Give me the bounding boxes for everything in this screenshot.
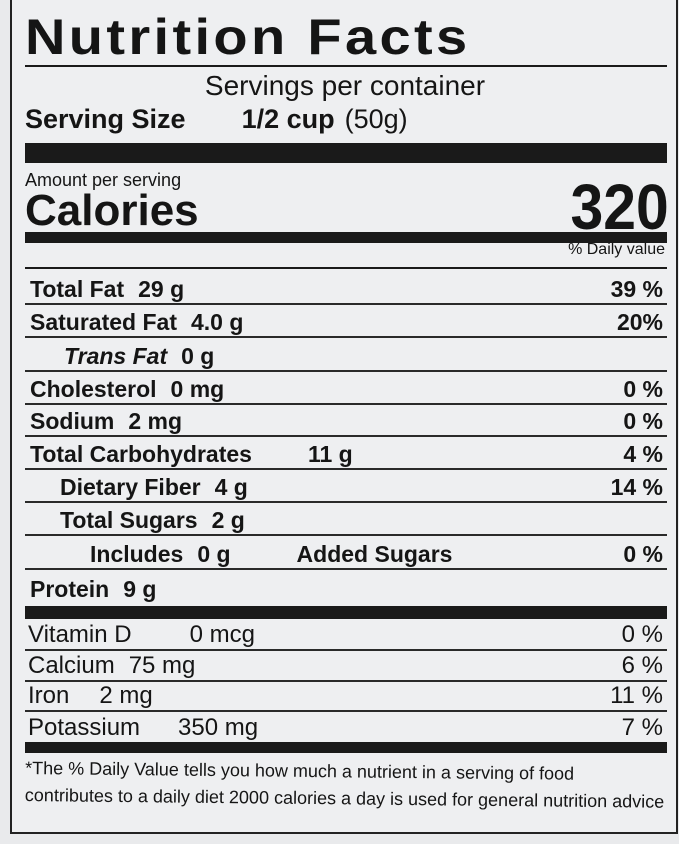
nutrient-label: Sodium [30,408,115,434]
nutrient-row: Sodium 2 mg 0 % [25,405,667,437]
divider [25,65,667,67]
nutrient-label: Total Sugars [60,507,198,533]
nutrient-row: Dietary Fiber 4 g 14 % [25,471,667,503]
nutrient-daily-value: 0 % [623,408,663,434]
vitamin-daily-value: 0 % [621,621,663,648]
nutrient-label: Cholesterol [30,376,157,402]
daily-value-header: % Daily value [568,241,665,258]
nutrient-amount: 4.0 g [190,309,244,335]
nutrient-label: Total Carbohydrates [30,441,252,467]
nutrient-row: Total Carbohydrates 11 g 4 % [25,438,667,470]
vitamin-row: Vitamin D 0 mcg 0 % [25,619,667,651]
nutrient-label: Saturated Fat [30,309,177,335]
nutrient-row: Total Fat 29 g 39 % [25,273,667,305]
servings-per-container: Servings per container [204,70,486,101]
nutrient-amount: 0 g [197,541,231,567]
nutrient-amount: 0 mg [170,376,225,402]
nutrient-daily-value: 0 % [623,376,663,402]
nutrient-row: Trans Fat 0 g [25,340,667,372]
divider [25,267,667,269]
nutrient-amount: 4 g [214,474,248,500]
vitamin-label: Potassium [28,714,141,741]
nutrient-label: Protein [30,576,110,602]
calories-label: Calories [25,186,199,235]
serving-size-value: 1/2 cup [241,104,335,134]
calories-value: 320 [570,171,669,243]
nutrient-daily-value: 14 % [610,474,663,500]
nutrient-amount: 29 g [138,276,185,302]
vitamin-daily-value: 7 % [621,714,663,741]
nutrient-label: Total Fat [30,276,125,302]
vitamin-label: Calcium [28,652,115,679]
vitamin-amount: 0 mcg [189,621,255,648]
vitamin-label: Vitamin D [28,621,132,648]
thick-divider [25,606,667,619]
nutrient-row: Total Sugars 2 g [25,504,667,536]
nutrient-row: Saturated Fat 4.0 g 20% [25,306,667,338]
nutrient-daily-value: 20% [616,309,663,335]
amount-per-serving: Amount per serving [25,170,182,190]
nutrient-amount: 11 g [307,441,353,467]
nutrient-extra: Added Sugars [296,541,453,567]
nutrient-daily-value: 0 % [623,541,663,567]
nutrient-row: Cholesterol 0 mg 0 % [25,373,667,405]
nutrient-amount: 9 g [123,576,157,602]
nutrient-label: Includes [90,541,184,567]
vitamin-amount: 75 mg [128,652,196,679]
vitamin-row: Calcium 75 mg 6 % [25,650,667,682]
nutrient-daily-value: 39 % [610,276,663,302]
nutrient-label: Trans Fat [64,343,168,369]
nutrient-daily-value: 4 % [623,441,663,467]
label-title: Nutrition Facts [25,9,471,65]
footnote: *The % Daily Value tells you how much a … [24,758,665,812]
thick-divider [25,143,667,163]
thick-divider [25,232,667,243]
nutrient-amount: 2 mg [128,408,183,434]
vitamin-label: Iron [28,682,70,709]
vitamin-row: Iron 2 mg 11 % [25,680,667,712]
nutrition-label [10,0,678,834]
thick-divider [25,742,667,753]
nutrient-amount: 0 g [181,343,215,369]
serving-size-label: Serving Size [25,104,186,134]
vitamin-amount: 2 mg [99,682,153,709]
nutrient-row: Protein 9 g [25,573,667,603]
vitamin-daily-value: 11 % [610,682,663,709]
nutrient-amount: 2 g [211,507,245,533]
nutrient-label: Dietary Fiber [60,474,201,500]
nutrient-row: Includes 0 g Added Sugars 0 % [25,538,667,570]
serving-size: Serving Size 1/2 cup (50g) [25,104,665,135]
vitamin-daily-value: 6 % [621,652,663,679]
serving-size-grams: (50g) [344,104,408,134]
vitamin-row: Potassium 350 mg 7 % [25,712,667,742]
vitamin-amount: 350 mg [178,714,259,741]
